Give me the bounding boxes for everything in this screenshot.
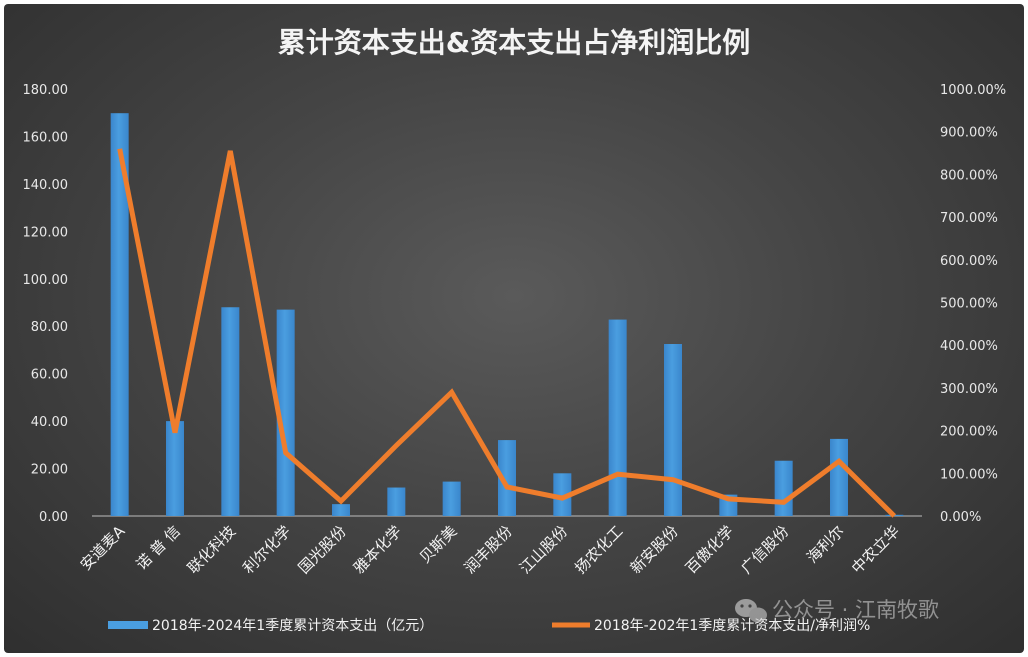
bar [387,487,406,516]
left-tick-label: 0.00 [39,510,68,525]
right-tick-label: 300.00% [940,382,998,397]
left-tick-label: 120.00 [23,225,69,240]
bar [166,421,184,516]
combo-chart: 累计资本支出&资本支出占净利润比例 0.00 20.00 40.00 60.00 80.… [23,26,1007,634]
bar [774,460,793,516]
bar [608,319,627,516]
wechat-icon [735,599,767,623]
category-label: 联化科技 [184,522,239,577]
left-axis-ticks: 0.00 20.00 40.00 60.00 80.00 100.00 120.00 140.… [23,83,69,525]
right-tick-label: 800.00% [940,168,998,183]
category-label: 江山股份 [516,522,571,577]
legend: 2018年-2024年1季度累计资本支出（亿元） 2018年-202年1季度累计… [108,618,870,634]
bar [110,113,129,517]
bar [332,504,350,516]
right-tick-label: 700.00% [940,211,998,226]
bar [221,307,240,516]
category-label: 诺 普 信 [133,522,184,573]
watermark: 公众号 · 江南牧歌 [735,598,939,623]
left-tick-label: 100.00 [23,273,69,288]
category-label: 中农立华 [848,522,903,577]
right-tick-label: 200.00% [940,425,998,440]
bar [442,481,461,516]
right-tick-label: 100.00% [940,467,998,482]
legend-bar-swatch [108,621,148,629]
right-tick-label: 500.00% [940,297,998,312]
category-labels: 安道麦A 诺 普 信联化科技 利尔化学 国光股份 雅本化学 贝斯美 润丰股份 江山股份 扬农化工… [77,522,903,578]
right-tick-label: 900.00% [940,126,998,141]
bar [664,344,682,516]
category-label: 广信股份 [737,522,792,577]
category-label: 利尔化学 [239,522,294,577]
category-label: 安道麦A [77,522,129,574]
chart-frame: 累计资本支出&资本支出占净利润比例 0.00 20.00 40.00 60.00 80.… [4,4,1024,653]
right-tick-label: 600.00% [940,254,998,269]
category-label: 百傲化学 [682,522,737,577]
category-label: 润丰股份 [461,522,516,577]
right-tick-label: 0.00% [940,510,981,525]
category-label: 新安股份 [627,522,682,577]
bar [553,473,572,516]
bar [830,438,848,516]
category-label: 贝斯美 [416,522,461,567]
watermark-text: 公众号 · 江南牧歌 [772,598,939,622]
right-tick-label: 1000.00% [940,83,1006,98]
category-label: 雅本化学 [350,522,405,577]
right-tick-label: 400.00% [940,339,998,354]
bar [498,440,516,516]
line-series [117,148,897,518]
category-label: 扬农化工 [571,522,626,577]
left-tick-label: 180.00 [23,83,69,98]
category-label: 海利尔 [803,522,848,567]
left-tick-label: 80.00 [31,320,68,335]
bar-series [110,113,904,517]
left-tick-label: 20.00 [31,463,68,478]
right-axis-ticks: 0.00% 100.00% 200.00% 300.00% 400.00% 500.00%… [940,83,1006,525]
category-label: 国光股份 [295,522,350,577]
left-tick-label: 140.00 [23,178,69,193]
left-tick-label: 60.00 [31,368,68,383]
left-tick-label: 160.00 [23,130,69,145]
chart-title: 累计资本支出&资本支出占净利润比例 [278,26,750,59]
legend-bar-label: 2018年-2024年1季度累计资本支出（亿元） [152,618,433,634]
legend-line-label: 2018年-202年1季度累计资本支出/净利润% [594,618,870,634]
left-tick-label: 40.00 [31,415,68,430]
bar [276,309,295,516]
